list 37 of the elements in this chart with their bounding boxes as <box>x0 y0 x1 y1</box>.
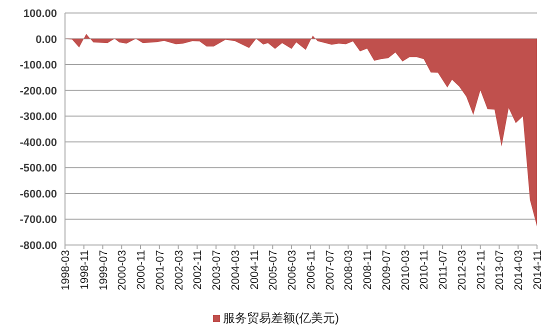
x-tick-label: 2000-03 <box>116 250 129 290</box>
x-tick-label: 2011-07 <box>438 250 450 290</box>
y-tick-label: 0.00 <box>36 34 57 46</box>
x-tick-label: 2014-11 <box>532 250 544 290</box>
x-tick-label: 2005-07 <box>268 250 280 290</box>
legend-label: 服务贸易差额(亿美元) <box>223 311 339 325</box>
x-tick-label: 2007-07 <box>324 250 336 290</box>
y-tick-label: -100.00 <box>20 60 57 72</box>
x-tick-label: 2012-03 <box>456 250 468 290</box>
x-tick-label: 2002-03 <box>173 250 186 290</box>
x-tick-label: 2001-07 <box>154 250 166 290</box>
x-tick-label: 2008-11 <box>362 250 374 290</box>
x-tick-label: 2014-03 <box>513 250 526 290</box>
x-tick-label: 2003-07 <box>211 250 224 290</box>
x-tick-label: 1998-11 <box>78 250 91 290</box>
y-tick-label: -800.00 <box>20 240 57 252</box>
y-tick-label: 100.00 <box>23 8 57 20</box>
x-tick-label: 2004-11 <box>248 250 261 290</box>
x-tick-label: 2010-11 <box>418 250 431 290</box>
x-tick-label: 1999-07 <box>98 250 110 290</box>
x-tick-label: 2009-07 <box>380 250 393 290</box>
x-tick-label: 2004-03 <box>230 250 242 290</box>
x-tick-label: 2013-07 <box>494 250 506 290</box>
y-tick-label: -400.00 <box>20 136 57 149</box>
x-tick-label: 2000-11 <box>136 250 148 290</box>
x-tick-label: 1998-03 <box>60 250 72 290</box>
y-tick-label: -600.00 <box>20 188 57 200</box>
x-tick-label: 2010-03 <box>400 250 412 290</box>
x-tick-label: 2002-11 <box>192 250 204 290</box>
x-tick-label: 2006-03 <box>286 250 299 290</box>
x-tick-label: 2008-03 <box>343 250 356 290</box>
y-tick-label: -200.00 <box>20 85 57 98</box>
y-tick-label: -500.00 <box>20 162 57 175</box>
x-tick-label: 2006-11 <box>305 250 318 290</box>
y-tick-label: -700.00 <box>20 214 57 226</box>
y-tick-label: -300.00 <box>20 111 57 124</box>
x-tick-label: 2012-11 <box>475 250 488 290</box>
